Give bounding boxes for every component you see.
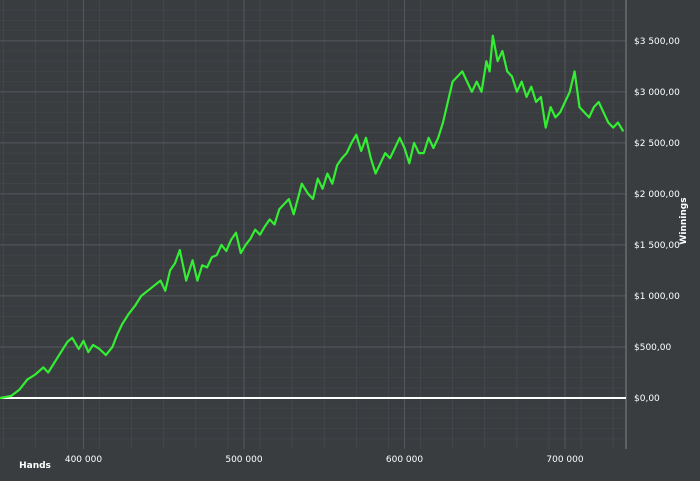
y-tick-label: $2 500,00 — [634, 139, 680, 149]
y-tick-label: $1 500,00 — [634, 241, 680, 251]
y-tick-label: $0,00 — [634, 394, 660, 404]
y-axis-title: Winnings — [679, 197, 689, 244]
x-tick-label: 700 000 — [546, 455, 583, 465]
x-tick-label: 400 000 — [65, 455, 102, 465]
x-tick-label: 500 000 — [225, 455, 262, 465]
y-tick-label: $500,00 — [634, 343, 671, 353]
y-tick-label: $3 500,00 — [634, 37, 680, 47]
x-tick-label: 600 000 — [386, 455, 423, 465]
winnings-series-line — [0, 34, 624, 400]
y-tick-label: $2 000,00 — [634, 190, 680, 200]
y-tick-label: $3 000,00 — [634, 88, 680, 98]
y-tick-label: $1 000,00 — [634, 292, 680, 302]
x-axis-title: Hands — [19, 461, 51, 471]
